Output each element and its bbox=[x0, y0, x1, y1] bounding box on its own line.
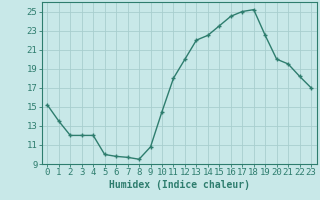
X-axis label: Humidex (Indice chaleur): Humidex (Indice chaleur) bbox=[109, 180, 250, 190]
